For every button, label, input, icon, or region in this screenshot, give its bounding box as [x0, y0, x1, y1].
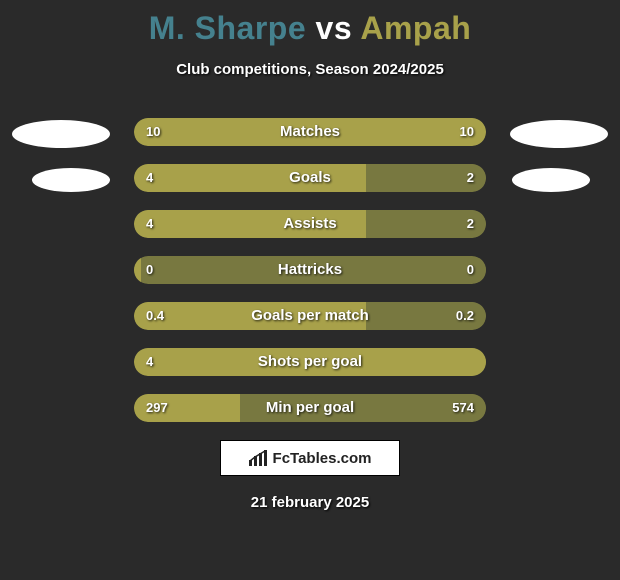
date-text: 21 february 2025 — [0, 494, 620, 511]
stat-label: Shots per goal — [134, 348, 486, 376]
stat-label: Hattricks — [134, 256, 486, 284]
comparison-title: M. Sharpe vs Ampah — [0, 0, 620, 47]
stat-label: Assists — [134, 210, 486, 238]
stat-value-left: 0 — [146, 256, 153, 284]
stat-value-right: 0.2 — [456, 302, 474, 330]
stat-label: Matches — [134, 118, 486, 146]
stat-row: Hattricks0 0 — [134, 256, 486, 284]
stat-value-right: 574 — [452, 394, 474, 422]
stat-value-right: 2 — [467, 210, 474, 238]
avatar-ellipse — [32, 168, 110, 192]
stat-row: Goals per match0.4 0.2 — [134, 302, 486, 330]
stat-row: Shots per goal4 — [134, 348, 486, 376]
stat-value-left: 10 — [146, 118, 160, 146]
player2-name: Ampah — [360, 10, 471, 46]
player1-name: M. Sharpe — [149, 10, 306, 46]
vs-text: vs — [306, 10, 360, 46]
stat-label: Goals — [134, 164, 486, 192]
avatar-ellipse — [510, 120, 608, 148]
avatar-ellipse — [512, 168, 590, 192]
stat-row: Assists4 2 — [134, 210, 486, 238]
stat-value-left: 4 — [146, 164, 153, 192]
stat-row: Min per goal297 574 — [134, 394, 486, 422]
stat-value-left: 297 — [146, 394, 168, 422]
subtitle: Club competitions, Season 2024/2025 — [0, 61, 620, 78]
avatar-ellipse — [12, 120, 110, 148]
stat-row: Goals4 2 — [134, 164, 486, 192]
stat-value-left: 0.4 — [146, 302, 164, 330]
brand-text: FcTables.com — [273, 450, 372, 467]
stat-label: Goals per match — [134, 302, 486, 330]
chart-icon — [249, 450, 267, 466]
brand-badge[interactable]: FcTables.com — [220, 440, 400, 476]
stat-value-left: 4 — [146, 348, 153, 376]
stat-value-right: 0 — [467, 256, 474, 284]
stat-row: Matches10 10 — [134, 118, 486, 146]
stats-container: Matches1010Goals42Assists42Hattricks00Go… — [134, 118, 486, 422]
stat-value-right: 2 — [467, 164, 474, 192]
stat-value-left: 4 — [146, 210, 153, 238]
stat-value-right: 10 — [460, 118, 474, 146]
stat-label: Min per goal — [134, 394, 486, 422]
